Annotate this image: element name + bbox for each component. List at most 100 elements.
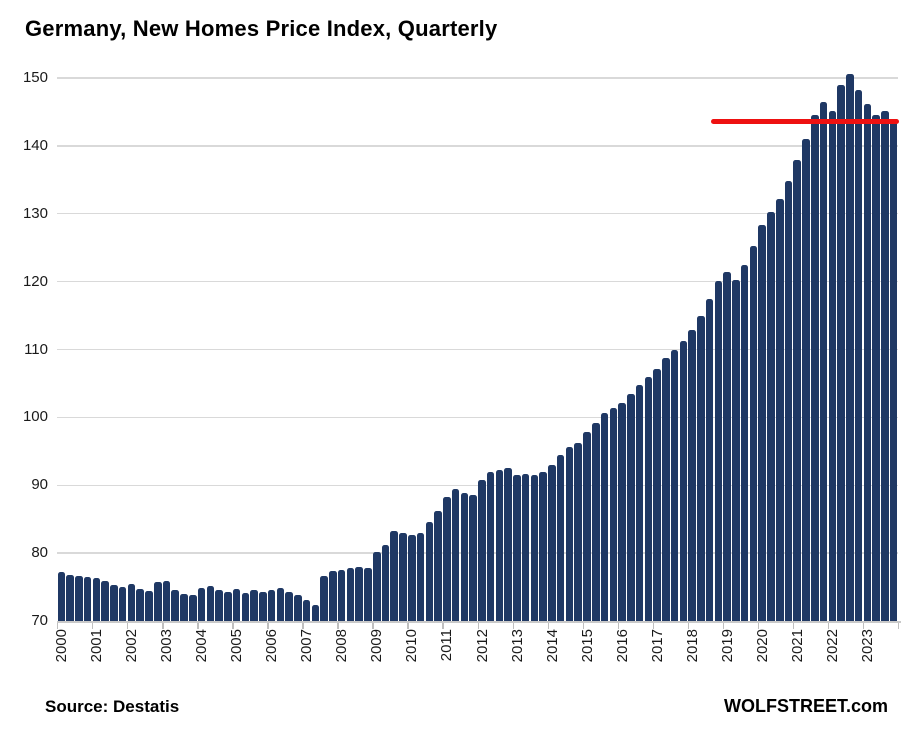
x-axis-year-label: 2000: [53, 629, 70, 663]
y-axis-tick-label: 70: [31, 612, 48, 629]
quarter-bar: [863, 104, 872, 621]
y-axis-tick-label: 90: [31, 476, 48, 494]
quarter-bar: [460, 493, 469, 621]
x-axis-tick: [162, 623, 164, 629]
quarter-bar: [697, 315, 705, 621]
x-axis-tick: [337, 623, 339, 629]
x-axis-tick: [267, 623, 269, 629]
quarter-bar: [127, 584, 136, 621]
quarter-bar: [294, 595, 302, 621]
quarter-bar: [372, 551, 381, 621]
quarter-bar: [565, 446, 574, 621]
quarter-bar: [75, 576, 83, 621]
x-axis-tick: [57, 623, 59, 629]
quarter-bar: [267, 590, 276, 621]
quarter-bar: [521, 473, 530, 621]
x-axis-year-label: 2013: [508, 629, 526, 663]
y-gridline: [57, 145, 898, 147]
quarter-bar: [399, 532, 407, 621]
quarter-bar: [723, 272, 731, 621]
x-axis-year-label: 2012: [473, 629, 491, 663]
x-axis-year-label: 2019: [718, 629, 736, 663]
quarter-bar: [548, 464, 556, 621]
x-axis-tick: [757, 623, 760, 629]
x-axis-year-label: 2011: [438, 629, 456, 662]
quarter-bar: [837, 84, 845, 621]
quarter-bar: [740, 264, 749, 621]
x-axis-year-label: 2004: [193, 629, 211, 663]
quarter-bar: [171, 590, 180, 621]
quarter-bar: [215, 590, 223, 621]
x-axis-year-label: 2005: [228, 629, 246, 663]
quarter-bar: [653, 368, 661, 621]
x-axis-year-label: 2017: [648, 629, 666, 663]
x-axis-tick: [792, 623, 795, 629]
wolfstreet-brand: WOLFSTREET.com: [723, 696, 888, 716]
quarter-bar: [618, 403, 626, 621]
quarter-bar: [486, 472, 495, 621]
x-axis-tick: [687, 623, 690, 629]
y-axis-tick-label: 150: [22, 69, 48, 86]
y-gridline: [57, 348, 898, 351]
quarter-bar: [153, 582, 162, 621]
quarter-bar: [57, 572, 66, 621]
quarter-bar: [469, 495, 477, 621]
quarter-bar: [609, 407, 618, 621]
y-gridline: [57, 552, 898, 554]
x-axis-year-label: 2018: [683, 629, 701, 663]
x-axis-year-label: 2001: [88, 629, 106, 663]
quarter-bar: [337, 570, 346, 621]
quarter-bar: [320, 575, 328, 621]
y-axis-tick-label: 110: [24, 340, 48, 358]
quarter-bar: [635, 384, 644, 621]
quarter-bar: [443, 496, 451, 621]
quarter-bar: [793, 160, 802, 621]
x-axis-tick: [617, 623, 620, 629]
quarter-bar: [828, 110, 837, 621]
quarter-bar: [241, 593, 250, 621]
quarter-bar: [118, 587, 127, 621]
quarter-bar: [530, 475, 539, 621]
quarter-bar: [416, 533, 425, 621]
y-axis-tick-label: 120: [22, 272, 48, 290]
x-axis-year-label: 2023: [858, 629, 876, 663]
x-axis-year-label: 2020: [753, 629, 771, 663]
quarter-bar: [206, 586, 215, 621]
x-axis-tick: [512, 623, 514, 629]
y-gridline: [57, 77, 898, 79]
quarter-bar: [302, 599, 311, 621]
x-axis-year-label: 2002: [123, 629, 141, 663]
x-axis-tick: [862, 623, 865, 629]
quarter-bar: [285, 591, 293, 621]
x-axis-tick: [127, 623, 129, 629]
quarter-bar: [889, 121, 898, 621]
x-axis-line: [57, 621, 901, 623]
quarter-bar: [390, 530, 399, 621]
x-axis-tick: [547, 623, 549, 629]
quarter-bar: [784, 181, 793, 621]
quarter-bar: [197, 587, 206, 621]
y-gridline: [57, 484, 898, 486]
quarter-bar: [346, 568, 355, 621]
quarter-bar: [758, 225, 766, 621]
quarter-bar: [478, 479, 486, 621]
chart-title: Germany, New Homes Price Index, Quarterl…: [25, 16, 498, 41]
quarter-bar: [688, 330, 696, 621]
quarter-bar: [714, 280, 723, 621]
x-axis-tick: [197, 623, 199, 629]
quarter-bar: [276, 588, 285, 621]
quarter-bar: [92, 578, 101, 621]
quarter-bar: [583, 432, 591, 621]
quarter-bar: [101, 580, 109, 621]
x-axis-tick: [302, 623, 304, 629]
quarter-bar: [224, 591, 232, 621]
quarter-bar: [66, 574, 74, 621]
y-gridline: [57, 213, 898, 215]
x-axis-year-label: 2003: [158, 629, 176, 663]
x-axis-tick: [827, 623, 830, 629]
quarter-bar: [189, 595, 197, 621]
x-axis-year-label: 2021: [788, 629, 806, 663]
quarter-bar: [872, 114, 880, 621]
